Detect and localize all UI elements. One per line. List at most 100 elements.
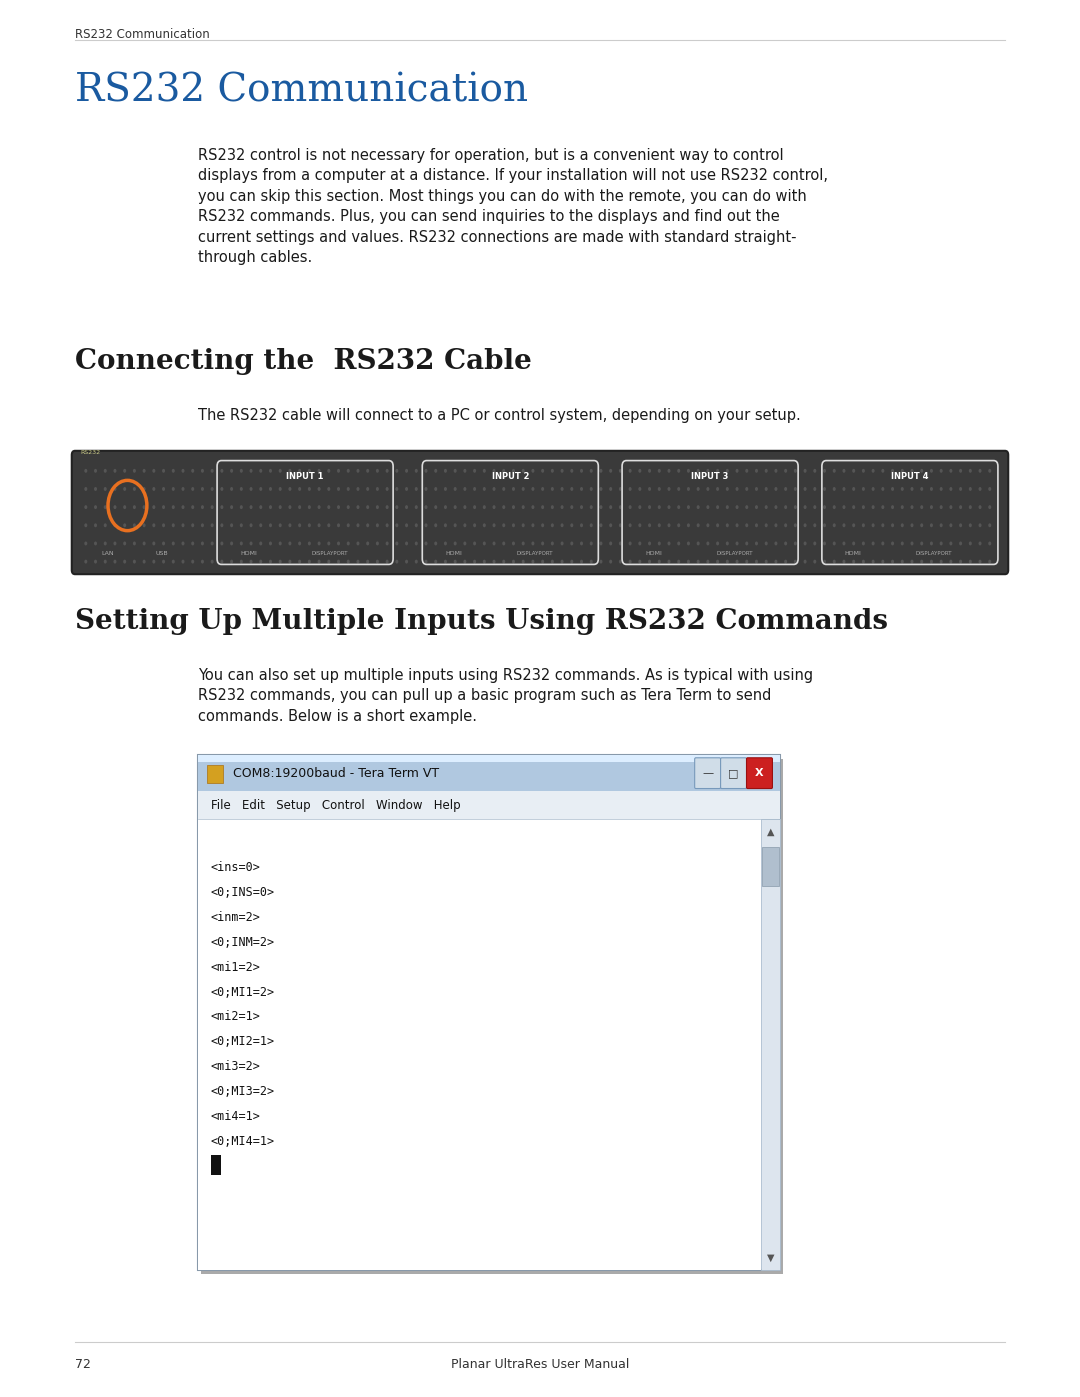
Circle shape [356,524,360,527]
Text: <ins=0>: <ins=0> [211,861,261,875]
Circle shape [84,469,87,472]
Circle shape [259,469,262,472]
Circle shape [949,560,953,563]
Text: 72: 72 [75,1358,91,1370]
Circle shape [483,542,486,545]
Bar [201,759,783,1274]
Circle shape [813,524,816,527]
Circle shape [104,524,107,527]
Circle shape [327,560,330,563]
Circle shape [716,560,719,563]
Circle shape [395,560,399,563]
Circle shape [444,469,447,472]
Circle shape [308,469,311,472]
Text: <0;MI1=2>: <0;MI1=2> [211,985,275,999]
Circle shape [463,488,467,490]
Circle shape [94,524,97,527]
Circle shape [395,524,399,527]
Circle shape [910,469,914,472]
Circle shape [298,488,301,490]
Circle shape [327,524,330,527]
Circle shape [181,469,185,472]
Circle shape [872,524,875,527]
Circle shape [638,469,642,472]
Circle shape [152,469,156,472]
Circle shape [249,560,253,563]
Circle shape [842,542,846,545]
Circle shape [599,506,603,509]
Circle shape [473,542,476,545]
Circle shape [249,469,253,472]
Circle shape [551,469,554,472]
Text: HDMI: HDMI [240,550,257,556]
Bar [211,1155,220,1175]
Circle shape [492,469,496,472]
Circle shape [988,488,991,490]
Circle shape [424,506,428,509]
Circle shape [813,542,816,545]
Circle shape [619,469,622,472]
Circle shape [240,524,243,527]
Circle shape [386,560,389,563]
Circle shape [580,506,583,509]
Text: The RS232 cable will connect to a PC or control system, depending on your setup.: The RS232 cable will connect to a PC or … [198,408,800,423]
Circle shape [920,542,923,545]
Circle shape [959,524,962,527]
Circle shape [959,488,962,490]
Circle shape [920,560,923,563]
Circle shape [104,506,107,509]
Circle shape [94,469,97,472]
Circle shape [531,524,535,527]
Circle shape [988,524,991,527]
Text: <mi3=2>: <mi3=2> [211,1060,261,1073]
Circle shape [784,542,787,545]
Circle shape [561,560,564,563]
Circle shape [230,506,233,509]
Circle shape [735,524,739,527]
Circle shape [881,506,885,509]
Circle shape [240,488,243,490]
Circle shape [463,524,467,527]
Circle shape [541,542,544,545]
Circle shape [104,542,107,545]
Circle shape [638,506,642,509]
Circle shape [181,542,185,545]
Circle shape [619,488,622,490]
Circle shape [201,524,204,527]
Circle shape [823,524,826,527]
Circle shape [211,542,214,545]
Circle shape [667,542,671,545]
Circle shape [269,542,272,545]
Circle shape [619,542,622,545]
Circle shape [133,542,136,545]
Circle shape [531,542,535,545]
Circle shape [181,506,185,509]
Circle shape [463,506,467,509]
Circle shape [366,560,369,563]
Circle shape [318,488,321,490]
Circle shape [522,506,525,509]
Circle shape [143,469,146,472]
Circle shape [492,506,496,509]
Circle shape [891,524,894,527]
Text: <0;MI2=1>: <0;MI2=1> [211,1035,275,1048]
Circle shape [259,506,262,509]
Text: You can also set up multiple inputs using RS232 commands. As is typical with usi: You can also set up multiple inputs usin… [198,668,813,724]
Text: X: X [755,768,764,778]
Bar [198,754,780,791]
Circle shape [162,524,165,527]
Circle shape [211,560,214,563]
Circle shape [920,488,923,490]
Circle shape [347,524,350,527]
Circle shape [735,542,739,545]
Circle shape [191,560,194,563]
Text: DISPLAYPORT: DISPLAYPORT [311,550,348,556]
Circle shape [823,542,826,545]
Circle shape [454,542,457,545]
Circle shape [677,488,680,490]
Circle shape [220,560,224,563]
Circle shape [531,560,535,563]
Circle shape [444,524,447,527]
Circle shape [386,542,389,545]
Circle shape [337,524,340,527]
